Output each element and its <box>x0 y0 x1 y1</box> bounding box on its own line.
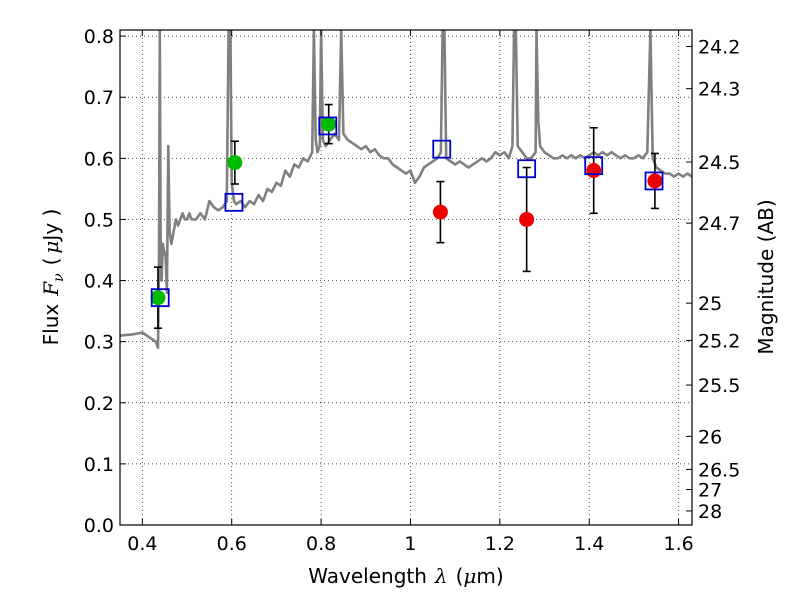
axes: 0.4 0.6 0.8 1 1.2 1.4 1.6 0.0 0.1 0.2 0.3 0.4 0.5 0.6… <box>84 26 741 555</box>
plot-frame <box>119 29 693 526</box>
x-tick-label: 0.8 <box>306 533 336 555</box>
observed-point <box>432 204 448 220</box>
model-point <box>517 159 537 179</box>
y2-tick-label: 24.7 <box>698 213 740 235</box>
y-tick-label: 0.4 <box>84 271 114 293</box>
y2-tick-label: 26 <box>698 426 722 448</box>
plot-area <box>120 30 692 350</box>
x-axis-label: Wavelength λ (μm) <box>308 564 503 588</box>
y2-axis-label: Magnitude (AB) <box>754 199 778 354</box>
observed-point <box>150 290 166 306</box>
y-tick-label: 0.2 <box>84 393 114 415</box>
y2-tick-label: 26.5 <box>698 459 740 481</box>
y2-tick-label: 24.2 <box>698 37 740 59</box>
y2-tick-label: 27 <box>698 480 722 502</box>
y-tick-label: 0.6 <box>84 148 114 170</box>
observed-point <box>227 155 243 171</box>
y2-tick-label: 25 <box>698 293 722 315</box>
x-tick-label: 1 <box>404 533 416 555</box>
x-tick-label: 0.4 <box>127 533 157 555</box>
y2-tick-label: 24.5 <box>698 152 740 174</box>
y-tick-label: 0.3 <box>84 332 114 354</box>
grid-lines <box>120 30 692 525</box>
model-point <box>224 192 244 212</box>
spectrum-line <box>120 30 692 350</box>
model-point <box>432 139 452 159</box>
y2-tick-label: 28 <box>698 501 722 523</box>
y-tick-label: 0.8 <box>84 26 114 48</box>
observed-point <box>321 116 337 132</box>
observed-point <box>647 173 663 189</box>
y-tick-label: 0.5 <box>84 209 114 231</box>
y-tick-label: 0.1 <box>84 454 114 476</box>
model-point <box>644 171 664 191</box>
y2-tick-label: 25.5 <box>698 375 740 397</box>
y-tick-label: 0.7 <box>84 87 114 109</box>
y-axis-label: FluxFν(μJy ) <box>39 209 67 346</box>
x-tick-label: 1.6 <box>663 533 693 555</box>
y2-tick-label: 24.3 <box>698 79 740 101</box>
y-tick-label: 0.0 <box>84 515 114 537</box>
observed-point <box>519 211 535 227</box>
model-point <box>318 116 338 136</box>
observed-point <box>586 163 602 179</box>
x-tick-label: 1.4 <box>574 533 604 555</box>
model-point <box>584 156 604 176</box>
model-point <box>150 288 170 308</box>
y2-tick-label: 25.2 <box>698 330 740 352</box>
x-tick-label: 1.2 <box>485 533 515 555</box>
x-tick-label: 0.6 <box>217 533 247 555</box>
